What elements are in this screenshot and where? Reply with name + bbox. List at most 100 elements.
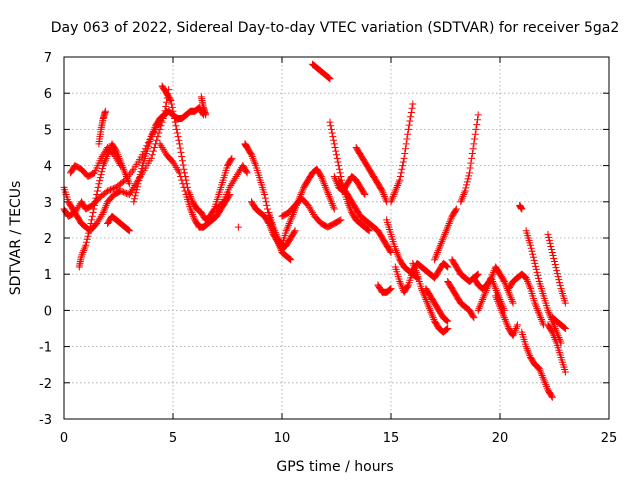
y-tick-label: 5 bbox=[44, 123, 52, 138]
data-marks bbox=[60, 60, 569, 401]
data-point bbox=[114, 151, 122, 159]
chart-title: Day 063 of 2022, Sidereal Day-to-day VTE… bbox=[51, 20, 620, 36]
data-point bbox=[512, 325, 520, 332]
data-point bbox=[402, 145, 410, 153]
data-point bbox=[129, 185, 137, 193]
x-axis-label: GPS time / hours bbox=[276, 459, 393, 475]
data-point bbox=[337, 172, 345, 180]
data-point bbox=[364, 226, 372, 234]
data-point bbox=[436, 241, 444, 249]
data-point bbox=[328, 129, 336, 137]
data-point bbox=[452, 206, 460, 214]
data-point bbox=[285, 220, 293, 228]
data-point bbox=[115, 154, 123, 162]
data-point bbox=[537, 370, 545, 378]
data-point bbox=[247, 150, 255, 158]
data-point bbox=[94, 183, 102, 191]
data-point bbox=[473, 116, 481, 124]
data-point bbox=[442, 316, 450, 324]
data-point bbox=[74, 203, 82, 211]
data-point bbox=[524, 279, 532, 287]
data-point bbox=[442, 326, 450, 334]
data-point bbox=[185, 189, 193, 197]
data-point bbox=[500, 314, 508, 322]
data-point bbox=[551, 323, 558, 331]
data-point bbox=[148, 131, 156, 139]
data-point bbox=[347, 207, 355, 215]
data-point bbox=[125, 226, 133, 234]
data-point bbox=[104, 187, 112, 195]
data-point bbox=[333, 178, 340, 186]
data-point bbox=[472, 125, 480, 133]
data-point bbox=[317, 172, 325, 180]
data-point bbox=[423, 297, 431, 305]
data-point bbox=[399, 158, 407, 166]
data-point bbox=[548, 245, 556, 253]
data-point bbox=[390, 191, 398, 199]
data-point bbox=[426, 305, 434, 313]
data-point bbox=[443, 325, 451, 333]
data-point bbox=[263, 205, 271, 213]
y-tick-label: 7 bbox=[44, 51, 52, 66]
data-point bbox=[387, 198, 395, 206]
data-point bbox=[147, 133, 155, 141]
data-point bbox=[169, 107, 177, 115]
data-point bbox=[398, 283, 406, 291]
data-point bbox=[468, 150, 476, 158]
data-point bbox=[500, 277, 508, 285]
data-point bbox=[386, 286, 394, 294]
data-point bbox=[487, 276, 495, 284]
data-point bbox=[418, 286, 426, 294]
data-point bbox=[457, 198, 465, 206]
data-point bbox=[231, 174, 239, 182]
data-point bbox=[542, 381, 550, 389]
data-point bbox=[125, 180, 133, 188]
data-point bbox=[386, 247, 394, 255]
data-point bbox=[492, 285, 500, 293]
data-point bbox=[99, 162, 107, 170]
data-point bbox=[242, 168, 250, 176]
data-point bbox=[409, 259, 417, 267]
data-point bbox=[270, 225, 278, 233]
data-point bbox=[102, 188, 110, 196]
data-point bbox=[420, 290, 428, 298]
data-point bbox=[554, 273, 562, 281]
data-point bbox=[121, 169, 129, 177]
data-point bbox=[470, 314, 478, 322]
data-point bbox=[540, 375, 548, 383]
data-point bbox=[86, 223, 94, 231]
data-point bbox=[304, 201, 312, 209]
data-point bbox=[539, 319, 547, 327]
data-point bbox=[397, 281, 405, 289]
data-point bbox=[330, 203, 338, 211]
data-point bbox=[305, 203, 313, 211]
data-point bbox=[523, 276, 531, 284]
data-point bbox=[434, 248, 442, 256]
data-point bbox=[410, 263, 418, 271]
data-point bbox=[378, 186, 386, 194]
data-point bbox=[469, 312, 477, 320]
data-point bbox=[73, 205, 81, 213]
data-point bbox=[536, 312, 544, 320]
data-point bbox=[494, 297, 502, 305]
data-point bbox=[131, 192, 139, 200]
data-point bbox=[396, 279, 404, 287]
data-point bbox=[425, 303, 433, 311]
data-point bbox=[548, 248, 556, 256]
data-point bbox=[333, 154, 341, 162]
data-point bbox=[423, 299, 431, 307]
data-point bbox=[475, 305, 483, 313]
data-point bbox=[529, 253, 537, 261]
x-tick-label: 15 bbox=[383, 431, 400, 446]
data-point bbox=[95, 180, 103, 188]
data-point bbox=[532, 303, 540, 311]
data-point bbox=[552, 326, 560, 334]
data-point bbox=[187, 207, 195, 215]
data-point bbox=[218, 199, 226, 207]
data-point bbox=[532, 262, 540, 270]
y-axis-label: SDTVAR / TECUs bbox=[8, 181, 24, 296]
data-point bbox=[330, 140, 338, 148]
data-point bbox=[188, 209, 196, 217]
data-point bbox=[333, 151, 340, 159]
data-point bbox=[509, 332, 517, 340]
